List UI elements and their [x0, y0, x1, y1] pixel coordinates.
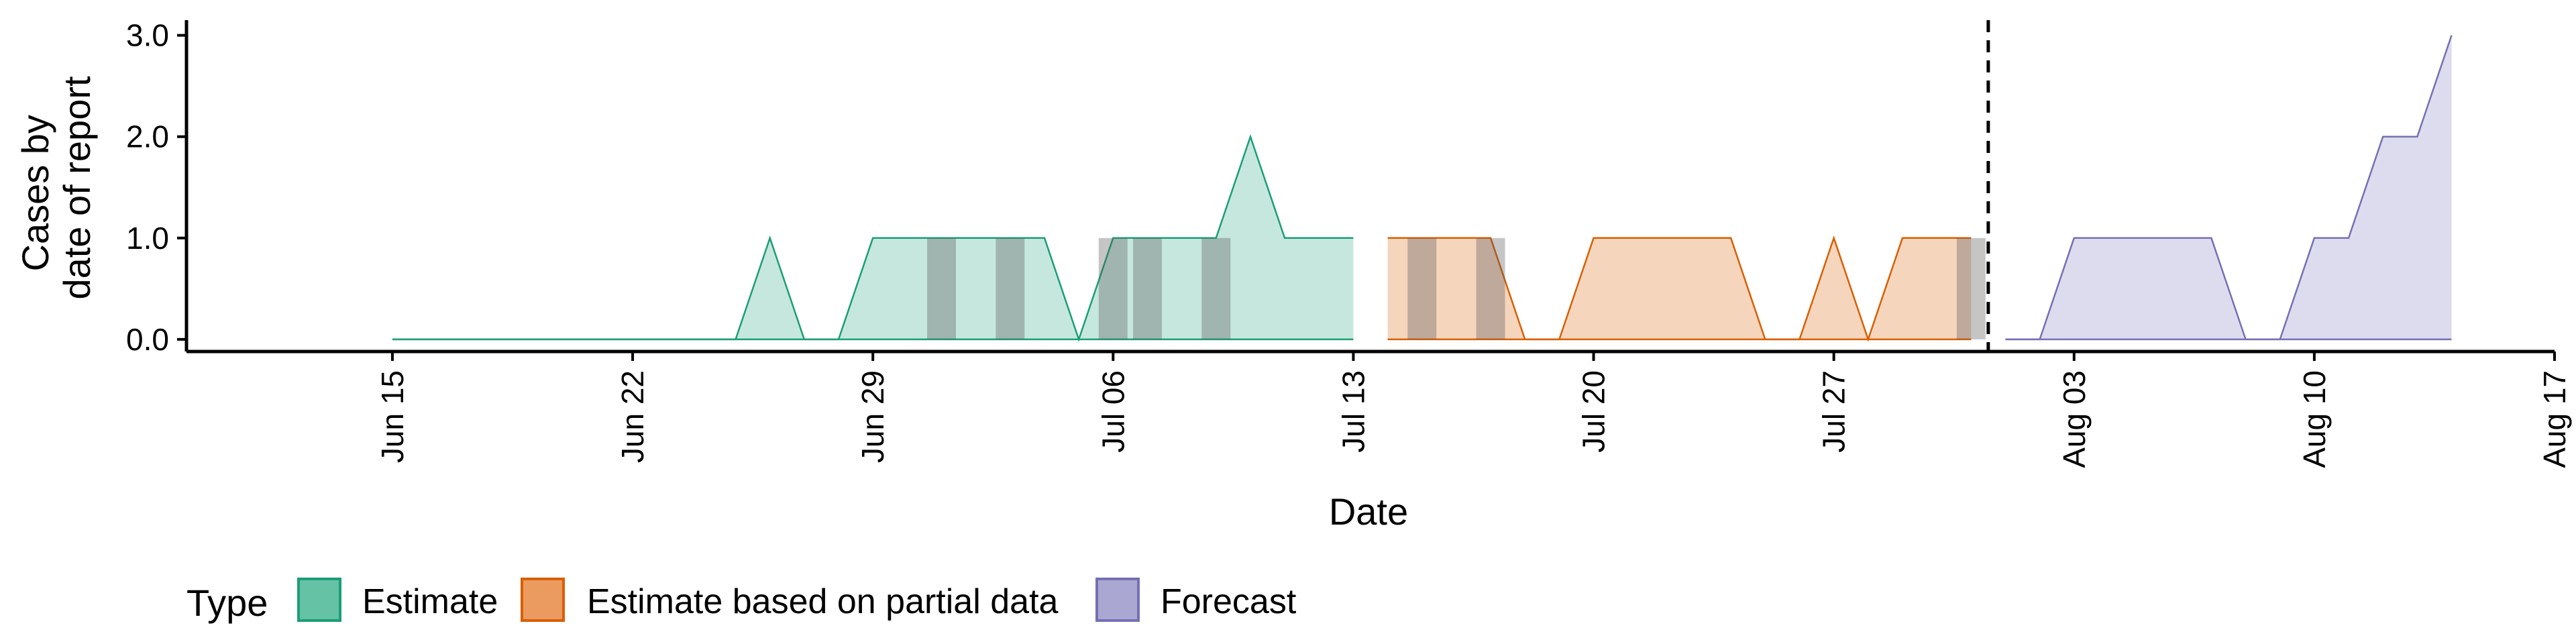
- x-tick-label: Aug 03: [2057, 370, 2092, 468]
- x-tick-label: Jul 20: [1576, 370, 1611, 453]
- series-line-1: [1387, 235, 1972, 342]
- legend-title: Type: [186, 582, 268, 624]
- x-tick-label: Jul 13: [1336, 370, 1371, 453]
- shaded-day-4: [1201, 237, 1231, 339]
- shaded-day-1: [996, 237, 1025, 339]
- legend-label-forecast: Forecast: [1161, 582, 1297, 621]
- series-area-1: [1387, 237, 1972, 339]
- shaded-day-2: [1098, 237, 1128, 339]
- shaded-day-6: [1476, 237, 1505, 339]
- shaded-day-5: [1407, 237, 1437, 339]
- legend-label-partial: Estimate based on partial data: [587, 582, 1059, 621]
- shaded-day-0: [927, 237, 956, 339]
- x-tick-label: Jul 27: [1817, 370, 1851, 453]
- series-line-2: [2005, 35, 2453, 341]
- shaded-day-3: [1132, 237, 1162, 339]
- x-tick-label: Jun 15: [375, 370, 410, 463]
- legend-label-estimate: Estimate: [362, 582, 498, 621]
- y-tick-label: 1.0: [126, 221, 169, 256]
- y-tick-label: 2.0: [126, 119, 169, 154]
- shading-layer: [927, 237, 1986, 339]
- x-tick-label: Aug 17: [2537, 370, 2572, 468]
- legend-swatch-forecast: [1095, 578, 1140, 622]
- y-axis-title-line-1: Cases by: [14, 115, 56, 271]
- legend: Type Estimate Estimate based on partial …: [186, 578, 1297, 624]
- y-tick-label: 0.0: [126, 322, 169, 357]
- legend-swatch-estimate: [297, 578, 341, 622]
- y-axis: 0.0 1.0 2.0 3.0: [126, 18, 189, 357]
- x-tick-label: Jul 06: [1095, 370, 1130, 453]
- shaded-day-7: [1956, 237, 1986, 339]
- y-axis-title: Cases by date of report: [14, 76, 98, 300]
- plot-area: [392, 20, 2453, 352]
- x-axis: Jun 15 Jun 22 Jun 29 Jul 06 Jul 13 Jul 20 Jul …: [186, 350, 2572, 468]
- x-tick-label: Jun 29: [855, 370, 890, 463]
- x-axis-title: Date: [1329, 490, 1408, 533]
- series-layer: [392, 35, 2453, 342]
- x-tick-label: Aug 10: [2297, 370, 2332, 468]
- y-axis-title-line-2: date of report: [56, 76, 98, 300]
- x-tick-label: Jun 22: [615, 370, 650, 463]
- y-tick-label: 3.0: [126, 18, 169, 53]
- series-area-2: [2005, 35, 2452, 339]
- legend-swatch-partial: [521, 578, 565, 622]
